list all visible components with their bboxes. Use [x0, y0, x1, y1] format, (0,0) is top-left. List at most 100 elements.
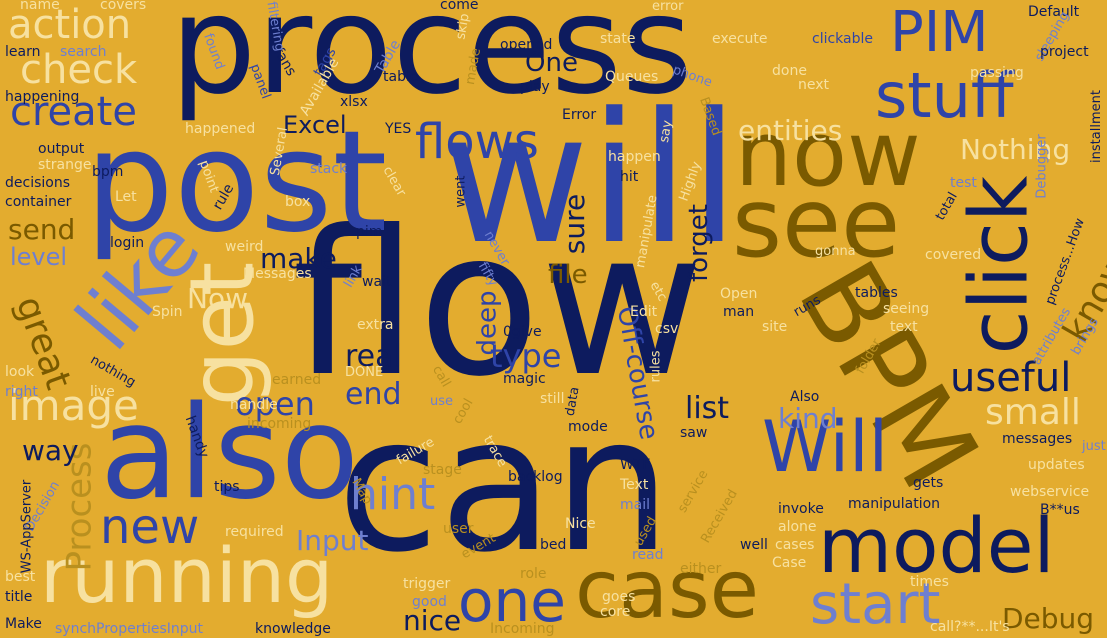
word-handle: handle [230, 397, 278, 413]
word-running: running [40, 531, 334, 620]
word-user: user [443, 521, 474, 537]
word-manipulation: manipulation [848, 496, 941, 512]
word-say: say [656, 119, 676, 144]
word-kind: kind [778, 402, 838, 435]
word-list: list [685, 391, 730, 426]
word-level: level [10, 243, 68, 271]
word-went: went [453, 175, 469, 208]
word-error: error [652, 0, 684, 14]
word-earned: earned [272, 372, 322, 388]
word-saw: saw [680, 425, 708, 441]
word-messages: messages [1002, 431, 1073, 447]
word-Nice: Nice [565, 516, 596, 532]
word-Will: Will [762, 406, 889, 488]
word-Text: Text [620, 477, 649, 493]
word-pim: pim [356, 224, 383, 240]
word-hit: hit [620, 169, 639, 185]
word-make: make [260, 242, 337, 275]
word-rules: rules [648, 350, 664, 383]
word-extra: extra [357, 317, 394, 333]
word-DONE: DONE [345, 365, 384, 380]
word-now: now [735, 102, 921, 207]
word-can: can [337, 376, 672, 593]
word-role: role [520, 566, 547, 582]
word-csv: csv [655, 321, 679, 337]
word-B**us: B**us [1040, 502, 1080, 518]
word-create: create [10, 89, 137, 135]
word-service: service [675, 467, 712, 516]
word-wait: wait [362, 274, 392, 290]
word-output: output [38, 141, 85, 157]
word-model: model [818, 501, 1055, 590]
word-come: come [440, 0, 479, 13]
word-title: title [5, 589, 33, 605]
word-best: best [5, 569, 36, 585]
word-process: process [170, 0, 693, 125]
word-call?**...It's: call?**...It's [930, 619, 1010, 635]
word-alone: alone [778, 519, 817, 535]
word-sure: sure [558, 193, 592, 255]
word-next: next [798, 77, 830, 93]
word-table: table [383, 69, 419, 85]
word-case: case [575, 543, 759, 636]
word-man: man [723, 304, 755, 320]
word-send: send [8, 213, 76, 246]
word-will: will [442, 75, 740, 284]
word-clickable: clickable [812, 31, 874, 47]
word-just: just [1082, 439, 1106, 454]
word-Now: Now [187, 282, 248, 315]
word-Spin: Spin [152, 304, 183, 320]
word-invoke: invoke [778, 501, 824, 517]
word-use: use [430, 394, 454, 409]
word-Let: Let [115, 189, 137, 205]
word-click: click [952, 175, 1046, 355]
word-WS-AppServer: WS-AppServer [19, 479, 35, 574]
word-0give: 0give [503, 324, 542, 340]
word-way: way [22, 434, 79, 467]
word-one: one [458, 567, 566, 635]
word-stack: stack [310, 161, 348, 177]
word-installment: installment [1088, 90, 1104, 163]
word-gonna: gonna [815, 244, 856, 259]
word-seeing: seeing [883, 301, 930, 317]
word-useful: useful [950, 355, 1072, 401]
word-live: live [90, 384, 115, 400]
word-trigger: trigger [403, 576, 451, 592]
word-gets: gets [913, 475, 944, 491]
word-read: read [632, 547, 664, 563]
word-incoming: incoming [247, 416, 312, 432]
word-stage: stage [423, 462, 462, 478]
word-Open: Open [720, 286, 758, 302]
word-opened: opened [500, 37, 553, 53]
word-core: core [600, 604, 631, 620]
word-Edit: Edit [630, 304, 658, 320]
word-decisions: decisions [5, 175, 71, 191]
word-Make: Make [5, 616, 42, 632]
word-image: image [8, 381, 139, 430]
word-Error: Error [562, 107, 597, 123]
word-done: done [772, 63, 807, 79]
word-start: start [810, 572, 941, 637]
word-WTF: WTF [620, 457, 651, 473]
word-Also: Also [790, 389, 820, 405]
word-required: required [225, 524, 284, 540]
word-well: well [740, 537, 768, 553]
word-webservice: webservice [1010, 484, 1090, 500]
word-backlog: backlog [508, 469, 563, 485]
word-good: good [412, 594, 447, 610]
word-deep: deep [472, 290, 503, 356]
word-Incoming: Incoming [490, 621, 555, 637]
word-play: play [520, 79, 550, 95]
word-test: test [950, 175, 977, 191]
word-forget: forget [684, 204, 714, 282]
word-file: file [548, 260, 588, 290]
word-PIM: PIM [890, 0, 989, 65]
word-Input: Input [296, 524, 369, 557]
word-site: site [762, 319, 788, 335]
word-execute: execute [712, 31, 768, 47]
word-Default: Default [1028, 4, 1080, 20]
word-learn: learn [5, 44, 41, 60]
word-open: open [235, 385, 315, 423]
word-happen: happen [608, 149, 661, 165]
